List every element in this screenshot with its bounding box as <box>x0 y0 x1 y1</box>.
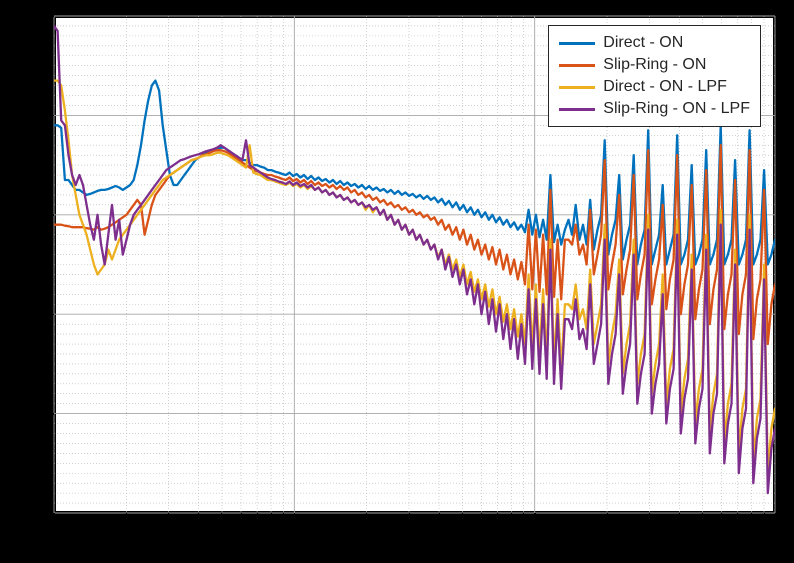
legend-item: Slip-Ring - ON <box>559 54 750 76</box>
legend-label: Direct - ON <box>603 34 683 52</box>
legend-swatch <box>559 86 595 89</box>
legend-item: Slip-Ring - ON - LPF <box>559 98 750 120</box>
legend-swatch <box>559 42 595 45</box>
legend-label: Direct - ON - LPF <box>603 78 727 96</box>
legend-item: Direct - ON <box>559 32 750 54</box>
legend-item: Direct - ON - LPF <box>559 76 750 98</box>
legend-swatch <box>559 64 595 67</box>
legend: Direct - ON Slip-Ring - ON Direct - ON -… <box>548 25 761 127</box>
legend-swatch <box>559 108 595 111</box>
legend-label: Slip-Ring - ON <box>603 56 706 74</box>
legend-label: Slip-Ring - ON - LPF <box>603 100 750 118</box>
